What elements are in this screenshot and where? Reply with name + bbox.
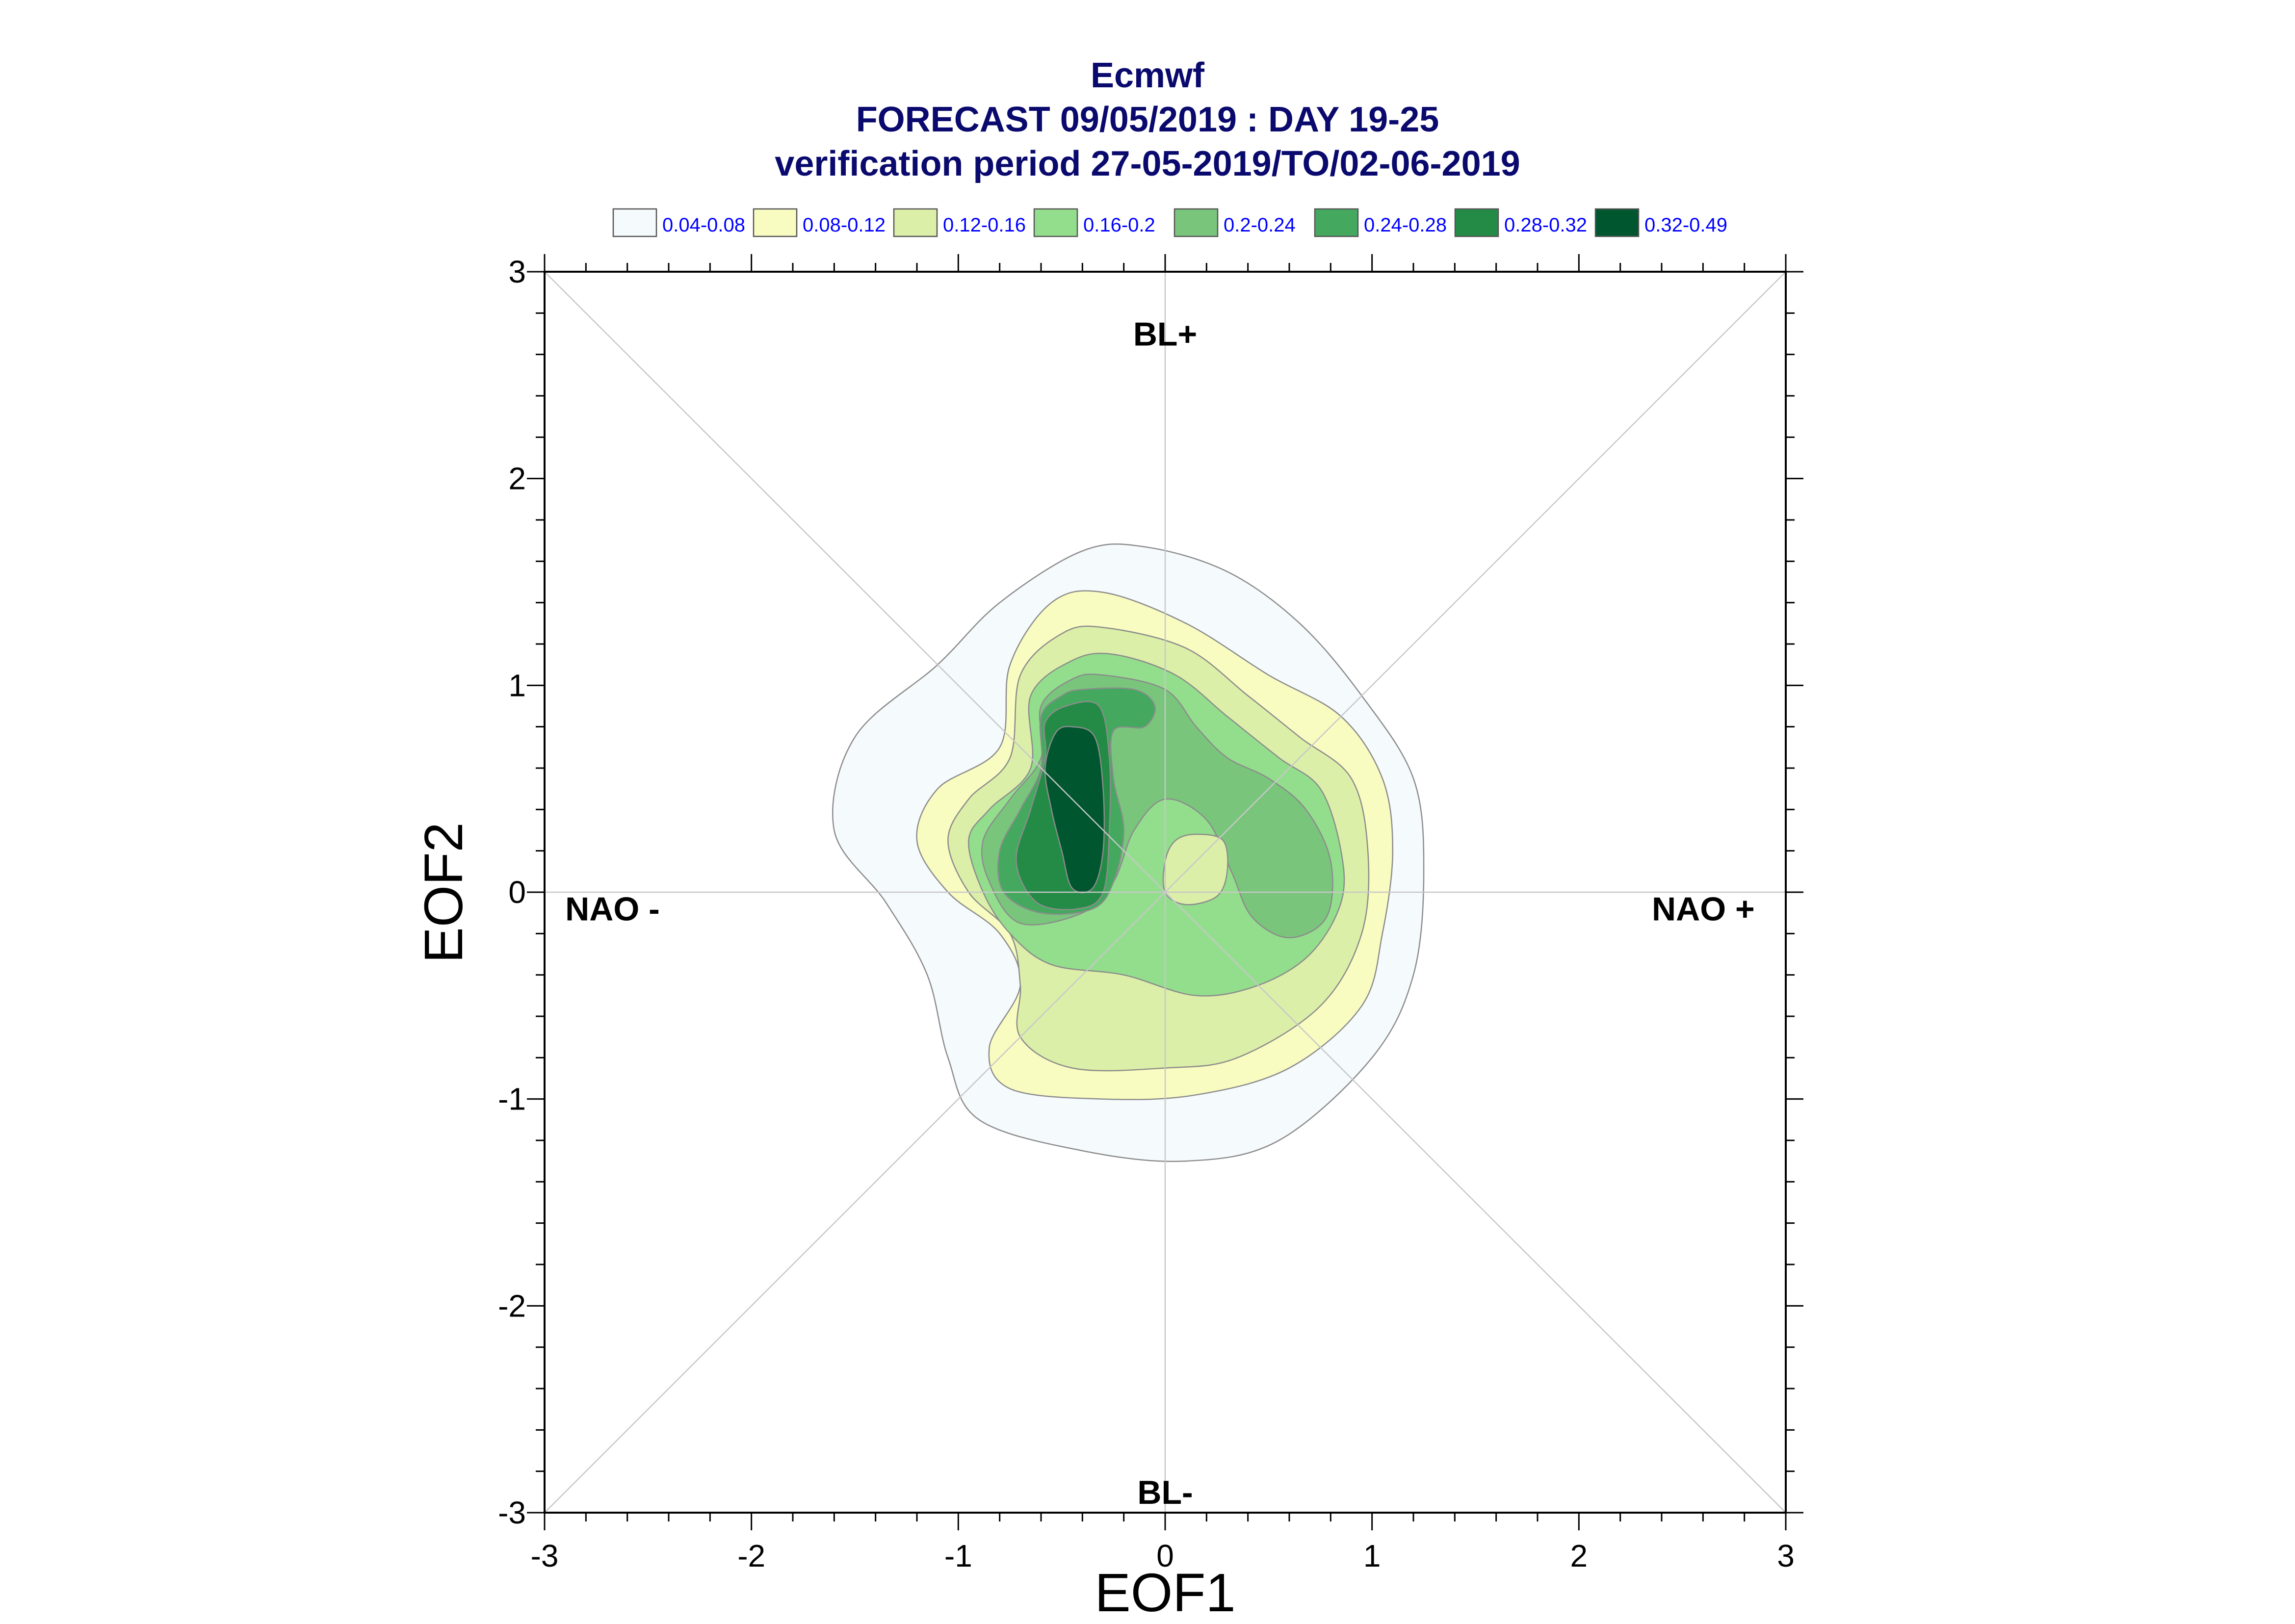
x-tick-label: -1	[944, 1538, 972, 1573]
legend-label: 0.04-0.08	[662, 214, 745, 236]
legend-label: 0.32-0.49	[1644, 214, 1727, 236]
x-axis-title: EOF1	[1095, 1563, 1235, 1623]
contours	[832, 543, 1425, 1162]
legend-swatch	[753, 208, 798, 237]
contour-0.32-0.49	[1044, 725, 1105, 894]
plot-area: -3 -2 -1 0 1 2 3 -3 -2 -1 0 1 2 3 BL+ BL- NAO - NAO +	[498, 254, 1803, 1573]
legend-label: 0.28-0.32	[1504, 214, 1587, 236]
legend-swatch	[612, 208, 657, 237]
legend-label: 0.2-0.24	[1224, 214, 1296, 236]
regime-labels: BL+ BL- NAO - NAO +	[565, 316, 1755, 1511]
y-tick-label: -2	[498, 1288, 526, 1323]
legend-label: 0.12-0.16	[943, 214, 1026, 236]
y-tick-label: -3	[498, 1495, 526, 1530]
y-tick-label: 0	[508, 875, 526, 910]
chart-title: Ecmwf	[1091, 56, 1205, 95]
legend-swatch	[1033, 208, 1078, 237]
regime-label: BL-	[1137, 1474, 1193, 1511]
x-tick-label: 3	[1777, 1538, 1795, 1573]
chart-subtitle: FORECAST 09/05/2019 : DAY 19-25	[856, 100, 1439, 139]
legend: 0.04-0.08 0.08-0.12 0.12-0.16 0.16-0.2 0.2-0…	[612, 208, 1727, 237]
legend-swatch	[893, 208, 938, 237]
legend-swatch	[1314, 208, 1359, 237]
ticks: -3 -2 -1 0 1 2 3 -3 -2 -1 0 1 2 3	[498, 254, 1803, 1573]
regime-label: BL+	[1133, 316, 1197, 353]
legend-swatch	[1594, 208, 1640, 237]
x-tick-label: -3	[531, 1538, 559, 1573]
y-tick-label: 1	[508, 668, 526, 703]
diagonal-line-2	[544, 271, 1786, 1513]
legend-label: 0.16-0.2	[1083, 214, 1155, 236]
legend-label: 0.24-0.28	[1364, 214, 1447, 236]
x-tick-label: 2	[1570, 1538, 1588, 1573]
x-tick-label: -2	[737, 1538, 765, 1573]
gridlines	[544, 271, 1786, 1513]
legend-swatch	[1174, 208, 1219, 237]
x-tick-label: 1	[1363, 1538, 1381, 1573]
y-tick-label: 2	[508, 461, 526, 496]
regime-label: NAO +	[1652, 891, 1755, 928]
y-tick-label: -1	[498, 1082, 526, 1117]
legend-label: 0.08-0.12	[803, 214, 886, 236]
legend-swatch	[1454, 208, 1499, 237]
x-tick-label: 0	[1156, 1538, 1174, 1573]
chart-subtitle-2: verification period 27-05-2019/TO/02-06-…	[775, 144, 1520, 183]
regime-label: NAO -	[565, 891, 660, 928]
y-axis-title: EOF2	[414, 822, 474, 963]
y-tick-label: 3	[508, 254, 526, 289]
contour-0.12-0.16	[1162, 833, 1228, 905]
